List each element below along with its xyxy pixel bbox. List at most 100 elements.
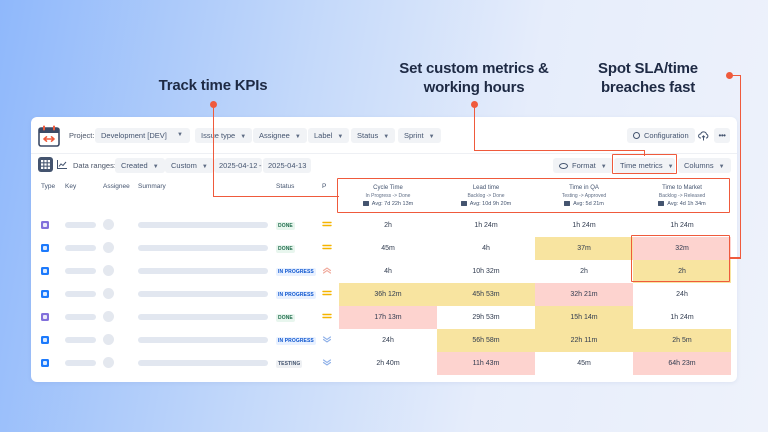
time-metrics-label: Time metrics xyxy=(620,161,663,170)
priority-medium-icon xyxy=(322,221,332,227)
chevron-down-icon: ▼ xyxy=(177,132,183,138)
cloud-upload-button[interactable] xyxy=(695,128,711,143)
issue-type-subtask-icon xyxy=(41,336,49,344)
avatar xyxy=(103,311,114,322)
issue-type-story-icon xyxy=(41,313,49,321)
issue-type-filter[interactable]: Issue type ▼ xyxy=(195,128,253,143)
metric-span: Backlog -> Released xyxy=(658,193,706,199)
metric-average: Avg: 4d 1h 34m xyxy=(667,201,706,207)
status-badge: DONE xyxy=(276,314,295,322)
gear-icon xyxy=(633,132,640,139)
date-from-input[interactable]: 2025-04-12 xyxy=(214,158,263,173)
configuration-button[interactable]: Configuration xyxy=(627,128,695,143)
col-type[interactable]: Type xyxy=(41,183,56,190)
callout-title-line: Track time KPIs xyxy=(158,77,268,94)
sla-breach-highlight-box xyxy=(631,235,730,282)
columns-label: Columns xyxy=(684,161,714,170)
callout-line xyxy=(730,257,741,259)
date-range-toolbar: Data ranges: Created ▼ Custom ▼ 2025-04-12… xyxy=(31,153,737,177)
label-filter[interactable]: Label ▼ xyxy=(308,128,350,143)
issue-key-placeholder[interactable] xyxy=(65,314,96,320)
avatar xyxy=(103,288,114,299)
date-field-select[interactable]: Created ▼ xyxy=(115,158,165,173)
metric-average: Avg: 10d 9h 20m xyxy=(469,201,512,207)
chevron-down-icon: ▼ xyxy=(201,164,208,170)
format-button[interactable]: Format ▼ xyxy=(553,158,613,173)
metric-header-cycle-time[interactable]: Cycle Time In Progress -> Done Avg: 7d 2… xyxy=(339,184,437,209)
grid-icon xyxy=(41,160,50,169)
summary-placeholder[interactable] xyxy=(138,245,268,251)
metric-cell: 1h 24m xyxy=(572,222,596,229)
summary-placeholder[interactable] xyxy=(138,337,268,343)
metric-header-lead-time[interactable]: Lead time Backlog -> Done Avg: 10d 9h 20… xyxy=(437,184,535,209)
date-to-input[interactable]: 2025-04-13 xyxy=(263,158,312,173)
summary-placeholder[interactable] xyxy=(138,360,268,366)
grid-view-button[interactable] xyxy=(38,157,53,172)
status-badge: IN PROGRESS xyxy=(276,291,316,299)
issue-key-placeholder[interactable] xyxy=(65,291,96,297)
eye-icon xyxy=(559,162,568,169)
col-summary[interactable]: Summary xyxy=(138,183,166,190)
status-filter[interactable]: Status ▼ xyxy=(351,128,396,143)
avatar xyxy=(103,265,114,276)
metric-cell: 10h 32m xyxy=(472,268,500,275)
status-badge: TESTING xyxy=(276,360,303,368)
metric-cell: 32h 21m xyxy=(535,283,633,306)
columns-button[interactable]: Columns ▼ xyxy=(678,158,731,173)
time-metrics-button[interactable]: Time metrics ▼ xyxy=(614,158,675,173)
range-type-select[interactable]: Custom ▼ xyxy=(165,158,214,173)
filter-toolbar: Project: Development [DEV] ▼ Issue type ▼ … xyxy=(31,117,737,153)
col-priority[interactable]: P xyxy=(322,183,327,190)
callout-track-kpis: Track time KPIs xyxy=(150,76,276,95)
metric-cell: 4h xyxy=(482,245,490,252)
table-row[interactable]: IN PROGRESS 36h 12m 45h 53m 32h 21m 24h xyxy=(31,283,737,306)
metric-cell: 2h xyxy=(633,260,731,283)
metric-cell: 45h 53m xyxy=(437,283,535,306)
summary-placeholder[interactable] xyxy=(138,268,268,274)
summary-placeholder[interactable] xyxy=(138,291,268,297)
metric-title: Time to Market xyxy=(662,185,702,191)
metric-header-time-to-market[interactable]: Time to Market Backlog -> Released Avg: … xyxy=(633,184,731,209)
table-row[interactable]: DONE 2h 1h 24m 1h 24m 1h 24m xyxy=(31,214,737,237)
priority-medium xyxy=(322,220,332,230)
project-select[interactable]: Development [DEV] ▼ xyxy=(95,128,190,143)
date-field-value: Created xyxy=(121,161,148,170)
summary-placeholder[interactable] xyxy=(138,222,268,228)
issue-key-placeholder[interactable] xyxy=(65,245,96,251)
chevron-down-icon: ▼ xyxy=(152,164,159,170)
col-status[interactable]: Status xyxy=(276,183,295,190)
issue-key-placeholder[interactable] xyxy=(65,360,96,366)
configuration-label: Configuration xyxy=(644,131,689,140)
metric-title: Lead time xyxy=(472,185,500,191)
metric-cell: 36h 12m xyxy=(339,283,437,306)
issue-key-placeholder[interactable] xyxy=(65,222,96,228)
priority-medium-icon xyxy=(322,313,332,319)
metric-span: Testing -> Approved xyxy=(561,193,607,199)
summary-placeholder[interactable] xyxy=(138,314,268,320)
callout-line xyxy=(643,149,645,156)
status-badge: DONE xyxy=(276,245,295,253)
table-row[interactable]: TESTING 2h 40m 11h 43m 45m 64h 23m xyxy=(31,352,737,375)
more-button[interactable]: ••• xyxy=(714,128,730,143)
table-row[interactable]: DONE 45m 4h 37m 32m xyxy=(31,237,737,260)
metric-cell: 29h 53m xyxy=(472,314,500,321)
issue-key-placeholder[interactable] xyxy=(65,268,96,274)
calendar-app-icon xyxy=(38,125,60,147)
callout-line xyxy=(729,74,741,76)
sprint-filter[interactable]: Sprint ▼ xyxy=(398,128,441,143)
col-key[interactable]: Key xyxy=(65,183,77,190)
issue-key-placeholder[interactable] xyxy=(65,337,96,343)
table-row[interactable]: IN PROGRESS 4h 10h 32m 2h 2h xyxy=(31,260,737,283)
table-row[interactable]: IN PROGRESS 24h 56h 58m 22h 11m 2h 5m xyxy=(31,329,737,352)
assignee-filter[interactable]: Assignee ▼ xyxy=(253,128,307,143)
priority-medium xyxy=(322,243,332,253)
table-row[interactable]: DONE 17h 13m 29h 53m 15h 14m 1h 24m xyxy=(31,306,737,329)
metric-cell: 2h 5m xyxy=(633,329,731,352)
priority-low xyxy=(322,335,332,345)
chart-view-button[interactable] xyxy=(54,157,69,172)
project-label: Project: xyxy=(69,131,95,140)
metric-header-time-in-qa[interactable]: Time in QA Testing -> Approved Avg: 5d 2… xyxy=(535,184,633,209)
metric-cell: 37m xyxy=(535,237,633,260)
metric-cell: 2h 40m xyxy=(376,360,400,367)
col-assignee[interactable]: Assignee xyxy=(103,183,130,190)
